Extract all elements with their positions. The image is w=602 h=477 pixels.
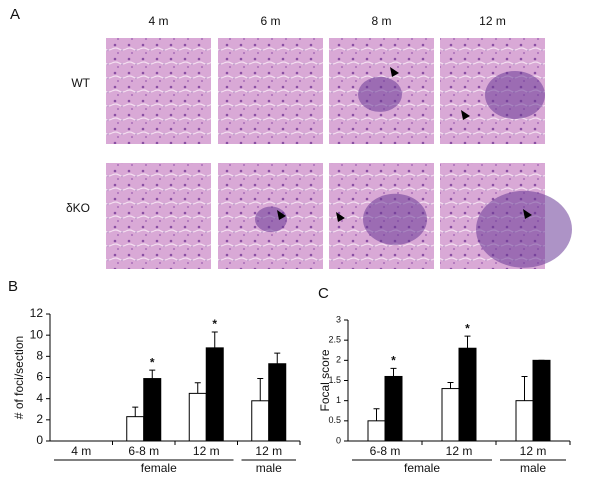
error-bar [257,378,264,401]
error-bar [274,352,281,364]
arrowhead [390,67,399,77]
row-label: δKO [66,201,90,215]
y-tick-label: 6 [36,370,43,384]
error-bar [521,375,528,401]
bar [441,388,460,442]
column-label: 4 m [148,14,168,28]
y-tick-label: 0.5 [328,415,341,425]
y-tick-label: 12 [30,306,44,320]
y-tick-label: 0 [336,435,341,445]
bar [532,359,551,442]
x-tick-label: 6-8 m [128,444,159,458]
arrowhead [461,110,470,120]
group-label: male [256,461,282,472]
bar [143,378,162,442]
lesion [255,206,287,233]
bar [384,375,403,442]
x-tick-label: 6-8 m [370,444,401,458]
bar [205,347,224,442]
error-bar [149,369,156,379]
significance-marker: * [212,317,217,331]
significance-marker: * [150,355,155,369]
x-tick-label: 12 m [446,444,473,458]
lesion [476,190,572,268]
y-axis-title: # of foci/section [12,336,26,419]
x-tick-label: 4 m [71,444,91,458]
bar [458,347,477,442]
x-tick-label: 12 m [255,444,282,458]
histology-image [106,38,211,144]
lesion [485,71,545,119]
error-bar [390,367,397,377]
x-tick-label: 12 m [193,444,220,458]
error-bar [194,382,201,394]
bar [367,420,386,442]
histology-grid: 4 m 6 m 8 m 12 m WT δKO [66,14,572,269]
row-label: WT [71,76,90,90]
panel-label: A [10,6,20,23]
y-tick-label: 1 [336,395,341,405]
histology-image [218,38,323,144]
y-axis-title: Focal score [318,349,332,411]
significance-marker: * [465,321,470,335]
y-tick-label: 2.5 [328,335,341,345]
bar [268,363,287,442]
x-tick-label: 12 m [520,444,547,458]
error-bar [211,331,218,348]
column-label: 6 m [260,14,280,28]
column-label: 8 m [371,14,391,28]
arrowhead [523,209,532,219]
panel-label: C [318,285,329,302]
bar [515,400,534,442]
arrowhead [277,210,286,220]
bar [188,392,207,442]
histology-image [106,163,211,269]
significance-marker: * [391,354,396,368]
y-tick-label: 8 [36,349,43,363]
error-bar [447,382,454,389]
bar [126,416,145,442]
lesion [358,76,402,112]
group-label: female [404,461,440,472]
arrowhead [336,212,345,222]
error-bar [373,408,380,421]
bar [251,400,270,442]
y-tick-label: 1.5 [328,375,341,385]
y-tick-label: 10 [30,327,44,341]
y-tick-label: 3 [336,314,341,324]
group-label: female [141,461,177,472]
y-tick-label: 4 [36,391,43,405]
group-label: male [520,461,546,472]
error-bar [132,406,139,417]
column-label: 12 m [479,14,506,28]
lesion [363,193,427,245]
y-tick-label: 2 [36,412,43,426]
error-bar [464,335,471,349]
y-tick-label: 0 [36,433,43,447]
y-tick-label: 2 [336,355,341,365]
panel-label: B [8,278,18,295]
